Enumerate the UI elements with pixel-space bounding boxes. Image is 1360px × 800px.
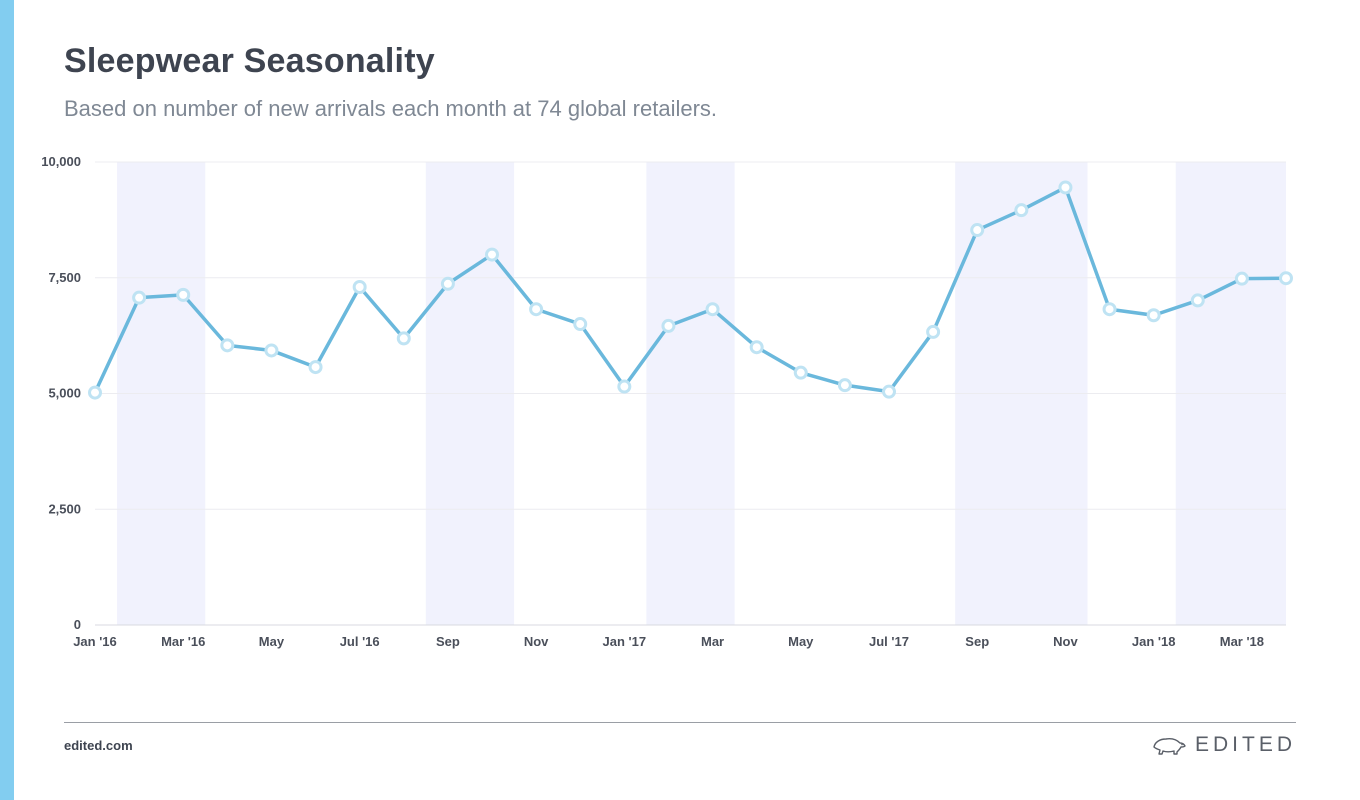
data-point[interactable] bbox=[220, 338, 235, 353]
line-chart: 0 2,500 5,000 7,500 10,000 Jan '16 Mar '16 May… bbox=[41, 154, 1293, 649]
data-point[interactable] bbox=[573, 317, 588, 332]
polar-bear-icon bbox=[1153, 738, 1186, 755]
y-tick-label: 2,500 bbox=[48, 501, 81, 516]
x-tick-label: Jan '18 bbox=[1132, 634, 1176, 649]
y-axis: 0 2,500 5,000 7,500 10,000 bbox=[41, 154, 81, 632]
data-point[interactable] bbox=[1014, 203, 1029, 218]
footer-divider bbox=[64, 722, 1296, 723]
data-point[interactable] bbox=[661, 318, 676, 333]
series bbox=[88, 180, 1293, 400]
x-axis: Jan '16 Mar '16 May Jul '16 Sep Nov Jan '17 Mar… bbox=[73, 634, 1264, 649]
x-tick-label: Sep bbox=[965, 634, 989, 649]
data-point[interactable] bbox=[176, 287, 191, 302]
data-point[interactable] bbox=[1146, 308, 1161, 323]
x-tick-label: Mar '18 bbox=[1220, 634, 1264, 649]
x-tick-label: Jul '17 bbox=[869, 634, 909, 649]
x-tick-label: Nov bbox=[524, 634, 549, 649]
data-point[interactable] bbox=[1102, 302, 1117, 317]
x-tick-label: Mar '16 bbox=[161, 634, 205, 649]
brand-name: EDITED bbox=[1194, 733, 1296, 756]
data-point[interactable] bbox=[308, 360, 323, 375]
y-tick-label: 5,000 bbox=[48, 386, 81, 401]
data-point[interactable] bbox=[440, 276, 455, 291]
data-point[interactable] bbox=[705, 302, 720, 317]
x-tick-label: Sep bbox=[436, 634, 460, 649]
chart-title: Sleepwear Seasonality bbox=[64, 42, 435, 80]
data-point[interactable] bbox=[1234, 271, 1249, 286]
data-point[interactable] bbox=[352, 280, 367, 295]
data-point[interactable] bbox=[837, 378, 852, 393]
data-point[interactable] bbox=[264, 343, 279, 358]
data-point[interactable] bbox=[926, 324, 941, 339]
data-point[interactable] bbox=[485, 247, 499, 262]
x-tick-label: May bbox=[259, 634, 285, 649]
data-point[interactable] bbox=[970, 223, 985, 238]
x-tick-label: Jan '17 bbox=[603, 634, 647, 649]
x-tick-label: Jul '16 bbox=[340, 634, 380, 649]
chart-subtitle: Based on number of new arrivals each mon… bbox=[64, 96, 718, 121]
data-point[interactable] bbox=[1190, 293, 1205, 308]
y-tick-label: 10,000 bbox=[41, 154, 81, 169]
x-tick-label: Nov bbox=[1053, 634, 1078, 649]
data-point[interactable] bbox=[132, 290, 147, 305]
data-point[interactable] bbox=[617, 379, 632, 394]
accent-bar bbox=[0, 0, 14, 800]
y-tick-label: 0 bbox=[74, 617, 81, 632]
footer-url[interactable]: edited.com bbox=[64, 738, 133, 753]
gridlines bbox=[95, 161, 1286, 626]
y-tick-label: 7,500 bbox=[48, 270, 81, 285]
brand-logo: EDITED bbox=[1151, 733, 1296, 757]
data-point[interactable] bbox=[749, 340, 764, 355]
x-tick-label: Mar bbox=[701, 634, 724, 649]
x-tick-label: Jan '16 bbox=[73, 634, 117, 649]
series-line bbox=[93, 185, 1288, 395]
data-point[interactable] bbox=[1279, 271, 1293, 286]
data-point[interactable] bbox=[396, 331, 411, 346]
data-point[interactable] bbox=[1058, 180, 1073, 195]
data-point[interactable] bbox=[882, 384, 896, 399]
data-point[interactable] bbox=[88, 385, 102, 400]
data-point[interactable] bbox=[529, 302, 544, 317]
x-tick-label: May bbox=[788, 634, 814, 649]
data-point[interactable] bbox=[793, 365, 808, 380]
